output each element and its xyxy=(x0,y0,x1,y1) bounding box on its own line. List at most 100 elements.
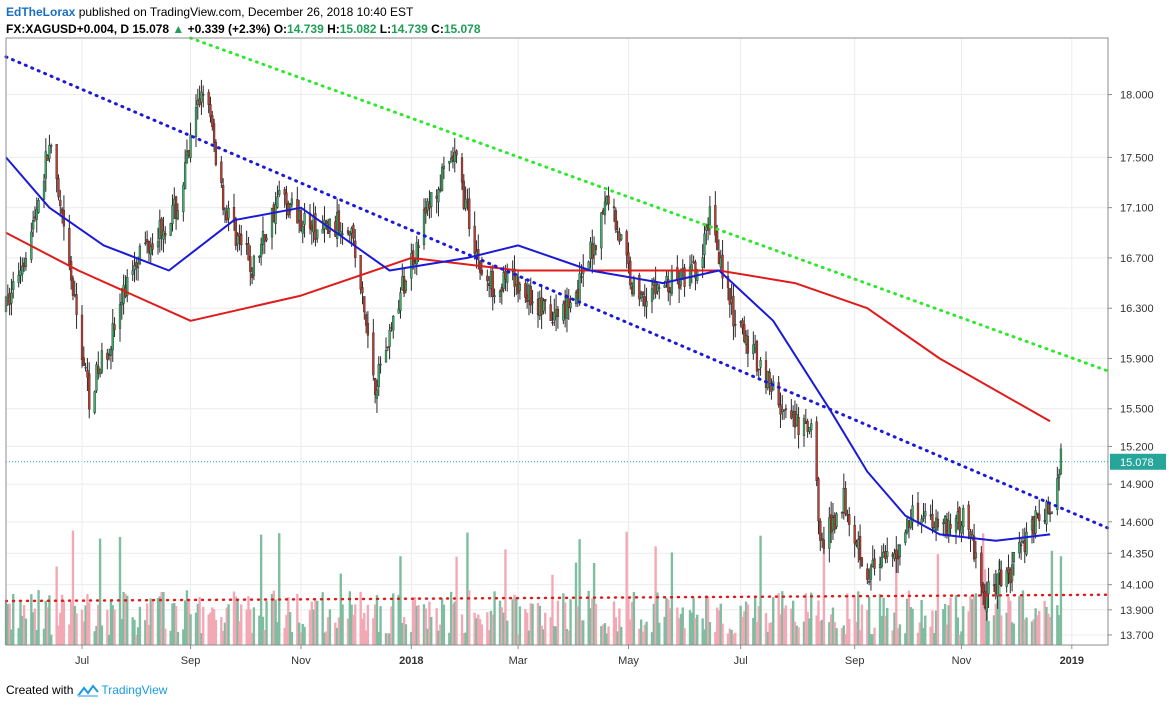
candle-body xyxy=(98,369,102,375)
candle-body xyxy=(678,281,681,289)
x-tick-label: Nov xyxy=(952,655,972,667)
volume-bar xyxy=(430,616,433,645)
volume-bar xyxy=(361,618,364,645)
volume-bar xyxy=(625,531,628,645)
candle-body xyxy=(274,204,277,224)
tradingview-brand[interactable]: TradingView xyxy=(101,683,168,697)
volume-bar xyxy=(176,632,180,645)
candle-body xyxy=(174,196,178,220)
candle-body xyxy=(392,316,395,331)
volume-bar xyxy=(974,593,978,645)
candle-body xyxy=(719,257,722,268)
candle-body xyxy=(578,273,581,302)
candle-body xyxy=(998,569,1001,574)
volume-bar xyxy=(93,631,96,645)
volume-bar xyxy=(996,600,999,645)
candle-body xyxy=(493,295,496,298)
candle-body xyxy=(245,243,248,245)
candle-body xyxy=(359,254,362,290)
volume-bar xyxy=(741,616,744,645)
candle-body xyxy=(504,270,507,280)
volume-bar xyxy=(705,595,708,645)
candle-body xyxy=(663,284,666,288)
volume-bar xyxy=(55,566,58,645)
volume-bar xyxy=(366,604,370,645)
volume-bar xyxy=(536,603,540,645)
candle-body xyxy=(388,329,391,347)
volume-bar xyxy=(772,597,775,645)
volume-bar xyxy=(164,628,167,645)
candle-body xyxy=(985,595,988,612)
volume-bar xyxy=(44,600,47,645)
candle-body xyxy=(564,300,567,318)
candle-body xyxy=(111,323,114,351)
candle-body xyxy=(1038,514,1041,521)
candle-body xyxy=(135,262,138,267)
candle-body xyxy=(283,189,286,195)
candle-body xyxy=(658,287,661,289)
candle-body xyxy=(971,534,974,538)
y-tick-label: 13.900 xyxy=(1120,605,1154,617)
candle-body xyxy=(136,266,140,269)
volume-bar xyxy=(677,618,681,645)
candle-body xyxy=(614,210,617,231)
candle-body xyxy=(250,273,254,278)
candle-body xyxy=(428,203,431,209)
volume-bar xyxy=(33,608,37,645)
candle-body xyxy=(855,541,858,546)
volume-bar xyxy=(810,592,813,645)
candle-body xyxy=(410,253,413,279)
candle-body xyxy=(126,277,129,296)
candle-body xyxy=(987,581,990,595)
volume-bar xyxy=(504,549,507,645)
volume-bar xyxy=(1056,605,1059,645)
volume-bar xyxy=(629,619,632,645)
volume-bar xyxy=(122,592,125,645)
volume-bar xyxy=(594,603,598,645)
volume-bar xyxy=(962,606,965,645)
candle-body xyxy=(298,209,301,221)
candle-body xyxy=(450,157,453,163)
candle-body xyxy=(21,265,24,275)
volume-bar xyxy=(6,604,9,645)
volume-bar xyxy=(551,574,554,645)
candle-body xyxy=(858,535,862,561)
candle-body xyxy=(645,301,648,307)
volume-bar xyxy=(759,535,762,645)
candle-body xyxy=(48,144,51,159)
candle-body xyxy=(907,520,911,528)
last-price-tag xyxy=(1110,453,1166,470)
volume-bar xyxy=(126,595,129,645)
volume-bar xyxy=(390,606,393,645)
volume-bar xyxy=(223,622,227,645)
candle-body xyxy=(638,275,641,300)
candle-body xyxy=(480,269,484,275)
author-link[interactable]: EdTheLorax xyxy=(6,5,76,19)
candle-body xyxy=(620,234,623,240)
volume-bar xyxy=(401,622,404,645)
candle-body xyxy=(781,409,784,412)
candle-body xyxy=(793,410,797,428)
candle-body xyxy=(417,245,420,249)
candle-body xyxy=(328,218,332,232)
volume-bar xyxy=(835,628,838,645)
candle-body xyxy=(401,276,404,291)
volume-bar xyxy=(781,591,784,645)
candle-body xyxy=(967,504,970,531)
volume-bar xyxy=(133,619,136,645)
volume-bar xyxy=(145,603,149,645)
volume-bar xyxy=(245,609,248,645)
volume-bar xyxy=(399,556,402,645)
candle-body xyxy=(363,296,366,313)
candle-body xyxy=(299,210,303,231)
open-value: 14.739 xyxy=(287,22,324,36)
candle-body xyxy=(202,93,205,96)
volume-bar xyxy=(1050,550,1054,645)
volume-bar xyxy=(234,596,237,645)
volume-bar xyxy=(80,609,84,645)
candle-body xyxy=(524,283,527,298)
volume-bar xyxy=(162,591,165,645)
candle-body xyxy=(945,519,949,536)
volume-bar xyxy=(1045,606,1048,645)
